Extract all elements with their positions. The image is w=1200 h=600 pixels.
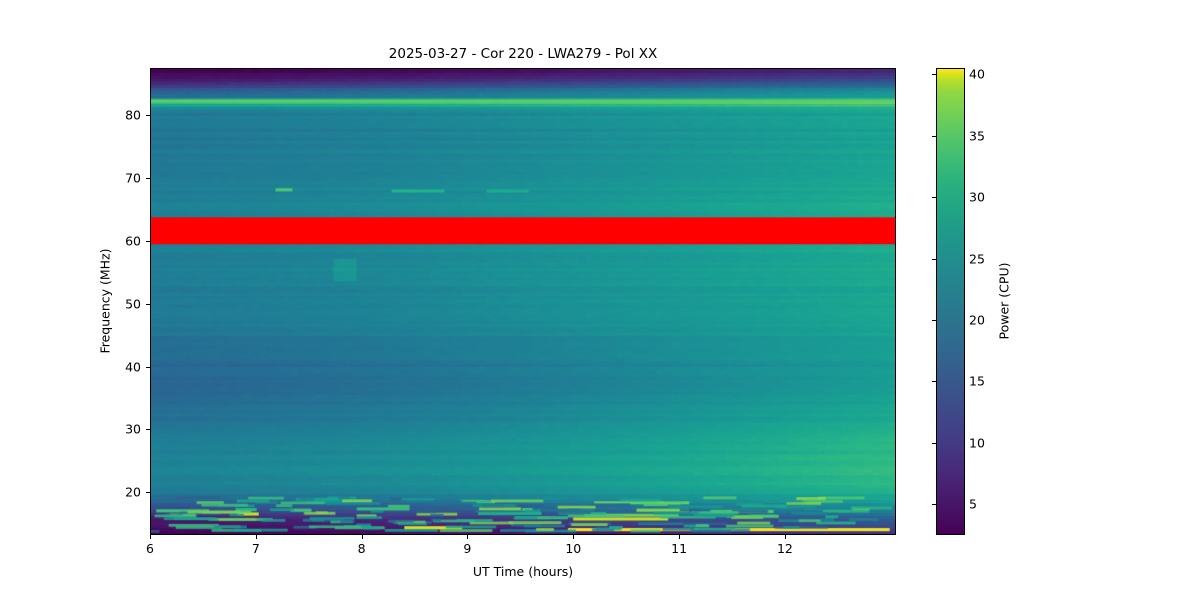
x-tick-6: [150, 535, 151, 539]
colorbar-tick-10: [932, 442, 936, 444]
colorbar-tick-35: [932, 135, 936, 137]
colorbar-tick-label-40: 40: [969, 66, 985, 82]
y-tick-70: [146, 178, 150, 179]
y-tick-20: [146, 492, 150, 494]
colorbar-tick-label-10: 10: [969, 435, 985, 451]
y-tick-50: [146, 303, 150, 305]
plot-title: 2025-03-27 - Cor 220 - LWA279 - Pol XX: [388, 46, 658, 62]
x-tick-label-6: 6: [146, 541, 154, 556]
colorbar-tick-label-35: 35: [969, 128, 985, 144]
x-tick-label-9: 9: [463, 541, 472, 556]
spectrogram-image: [151, 69, 895, 534]
colorbar-tick-label-20: 20: [969, 312, 985, 328]
x-tick-label-11: 11: [671, 541, 688, 556]
colorbar-tick-40: [932, 74, 936, 76]
x-tick-8: [361, 535, 363, 539]
x-tick-12: [784, 535, 786, 539]
colorbar-label: Power (CPU): [996, 262, 1012, 340]
y-tick-80: [146, 115, 150, 117]
x-tick-7: [255, 535, 257, 539]
x-tick-10: [573, 535, 575, 539]
y-tick-label-40: 40: [125, 359, 141, 375]
x-tick-label-7: 7: [251, 541, 260, 556]
y-tick-label-20: 20: [125, 484, 141, 500]
x-tick-label-10: 10: [565, 541, 582, 556]
colorbar-tick-25: [932, 258, 936, 260]
x-tick-9: [467, 535, 469, 539]
x-tick-label-12: 12: [776, 541, 793, 556]
y-axis-label: Frequency (MHz): [97, 248, 113, 354]
colorbar-tick-30: [932, 197, 936, 198]
colorbar-tick-label-5: 5: [969, 496, 977, 512]
colorbar-tick-20: [932, 319, 936, 321]
y-tick-label-80: 80: [125, 107, 141, 123]
colorbar: [936, 68, 965, 535]
colorbar-tick-label-15: 15: [969, 373, 985, 389]
colorbar-tick-15: [932, 381, 936, 383]
y-tick-30: [146, 429, 150, 431]
y-tick-60: [146, 240, 150, 242]
y-tick-label-60: 60: [125, 233, 141, 249]
y-tick-label-30: 30: [125, 421, 141, 437]
x-axis-label: UT Time (hours): [472, 564, 574, 579]
y-tick-label-50: 50: [125, 296, 141, 312]
colorbar-tick-label-30: 30: [969, 189, 985, 205]
spectrogram-axes[interactable]: [150, 68, 896, 535]
x-tick-11: [679, 535, 681, 539]
x-tick-label-8: 8: [357, 541, 366, 556]
colorbar-tick-label-25: 25: [969, 251, 985, 266]
colorbar-tick-5: [932, 504, 936, 506]
y-tick-40: [146, 366, 150, 368]
y-tick-label-70: 70: [125, 170, 141, 186]
